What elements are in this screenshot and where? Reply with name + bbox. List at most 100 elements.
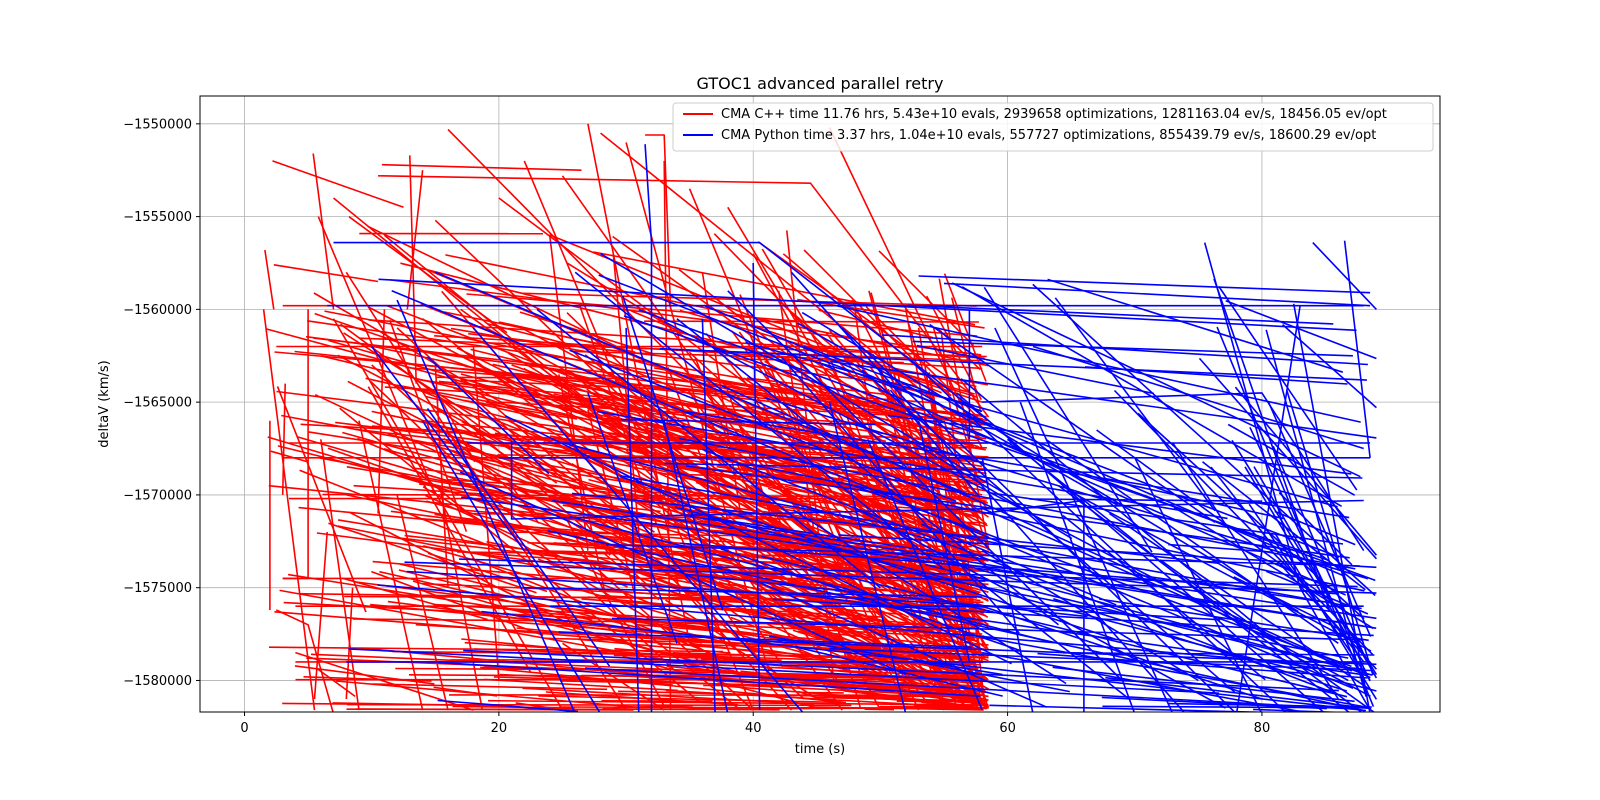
series-0-trace xyxy=(337,519,504,548)
series-1-trace xyxy=(619,474,1362,610)
series-1-trace xyxy=(769,635,1003,676)
series-1-trace xyxy=(1137,412,1365,620)
series-1-trace xyxy=(977,568,1373,676)
series-1-trace xyxy=(1168,543,1271,553)
series-1-trace xyxy=(854,507,1226,709)
series-1-trace xyxy=(1084,366,1348,385)
series-1-trace xyxy=(472,327,804,712)
series-1-trace xyxy=(421,420,601,712)
series-0-trace xyxy=(719,669,982,705)
series-0-trace xyxy=(316,667,356,698)
series-0-trace xyxy=(272,160,404,209)
series-1-trace xyxy=(1096,476,1284,520)
series-0-trace xyxy=(340,323,558,484)
series-1-trace xyxy=(606,544,1360,567)
chart-title: GTOC1 advanced parallel retry xyxy=(697,74,944,93)
series-1-trace xyxy=(1278,492,1353,566)
series-0-trace xyxy=(797,690,841,707)
series-1-trace xyxy=(1058,484,1363,712)
series-1-trace xyxy=(1343,240,1371,458)
series-0-trace xyxy=(298,506,974,572)
series-0-trace xyxy=(387,600,645,636)
series-1-trace xyxy=(982,499,1085,712)
series-1-trace xyxy=(596,410,1228,520)
series-1-trace xyxy=(569,349,957,503)
series-0-trace xyxy=(273,264,379,283)
series-1-trace xyxy=(1047,278,1344,373)
series-0-trace xyxy=(757,241,976,398)
series-1-trace xyxy=(1282,324,1377,409)
series-0-trace xyxy=(337,525,635,587)
series-0-trace xyxy=(809,706,984,711)
series-1-trace xyxy=(797,322,1119,507)
series-1-trace xyxy=(761,555,1348,698)
series-0-trace xyxy=(377,309,386,514)
series-0-trace xyxy=(814,696,978,702)
series-0-trace xyxy=(337,354,577,482)
series-0-trace xyxy=(399,563,783,657)
series-1-trace xyxy=(1167,702,1372,708)
series-1-trace xyxy=(1004,555,1324,603)
series-0-trace xyxy=(499,673,734,686)
series-1-trace xyxy=(1071,491,1372,652)
series-1-trace xyxy=(967,572,1131,701)
series-0-trace xyxy=(818,309,934,339)
x-tick-label: 60 xyxy=(999,721,1016,736)
series-0-trace xyxy=(281,414,972,545)
series-0-trace xyxy=(270,450,307,463)
series-0-trace xyxy=(348,216,508,334)
series-0-trace xyxy=(573,350,828,360)
series-0-trace xyxy=(732,354,982,449)
series-0-trace xyxy=(299,469,508,554)
series-1-trace xyxy=(664,462,1363,479)
series-0-trace xyxy=(637,570,983,696)
series-1-trace xyxy=(981,507,1353,672)
series-1-trace xyxy=(912,340,1353,357)
series-1-trace xyxy=(1312,242,1377,310)
series-0-trace xyxy=(372,683,608,691)
series-0-trace xyxy=(484,678,678,692)
series-1-trace xyxy=(1032,283,1376,597)
series-0-trace xyxy=(267,436,976,650)
series-0-trace xyxy=(274,611,979,670)
series-0-trace xyxy=(282,702,511,707)
series-1 xyxy=(327,144,1378,712)
y-axis: −1550000 −1555000 −1560000 −1565000 −1570000… xyxy=(123,117,200,689)
series-1-trace xyxy=(622,295,724,611)
series-0-trace xyxy=(595,354,740,416)
series-0-trace xyxy=(378,175,990,418)
series-1-trace xyxy=(1234,386,1378,556)
series-1-trace xyxy=(348,648,1220,694)
series-1-trace xyxy=(459,558,1358,588)
series-0-trace xyxy=(809,678,988,702)
series-1-trace xyxy=(685,465,1350,559)
series-1-trace xyxy=(663,320,1349,682)
series-1-trace xyxy=(686,411,1350,519)
series-0-trace xyxy=(612,704,693,709)
series-1-trace xyxy=(703,304,1344,577)
series-1-trace xyxy=(1099,598,1369,642)
series-0-trace xyxy=(645,134,672,310)
series-0-trace xyxy=(420,390,984,614)
series-0-trace xyxy=(657,643,980,653)
series-0-trace xyxy=(781,542,989,581)
series-0-trace xyxy=(379,570,593,621)
series-1-trace xyxy=(685,573,1088,618)
series-1-trace xyxy=(558,631,972,649)
series-1-trace xyxy=(574,271,945,570)
series-0-trace xyxy=(848,396,988,525)
series-1-trace xyxy=(720,384,1371,679)
series-1-trace xyxy=(960,378,1292,655)
series-0-trace xyxy=(864,708,895,711)
series-1-trace xyxy=(745,341,1338,508)
series-1-trace xyxy=(701,448,1339,696)
series-0-trace xyxy=(434,364,449,588)
series-0-trace xyxy=(404,534,981,602)
series-1-trace xyxy=(1053,598,1348,692)
series-1-trace xyxy=(943,282,1371,307)
series-0-trace xyxy=(343,332,655,533)
series-0-trace xyxy=(275,609,334,712)
series-1-trace xyxy=(427,356,550,475)
series-1-trace xyxy=(1288,652,1371,698)
